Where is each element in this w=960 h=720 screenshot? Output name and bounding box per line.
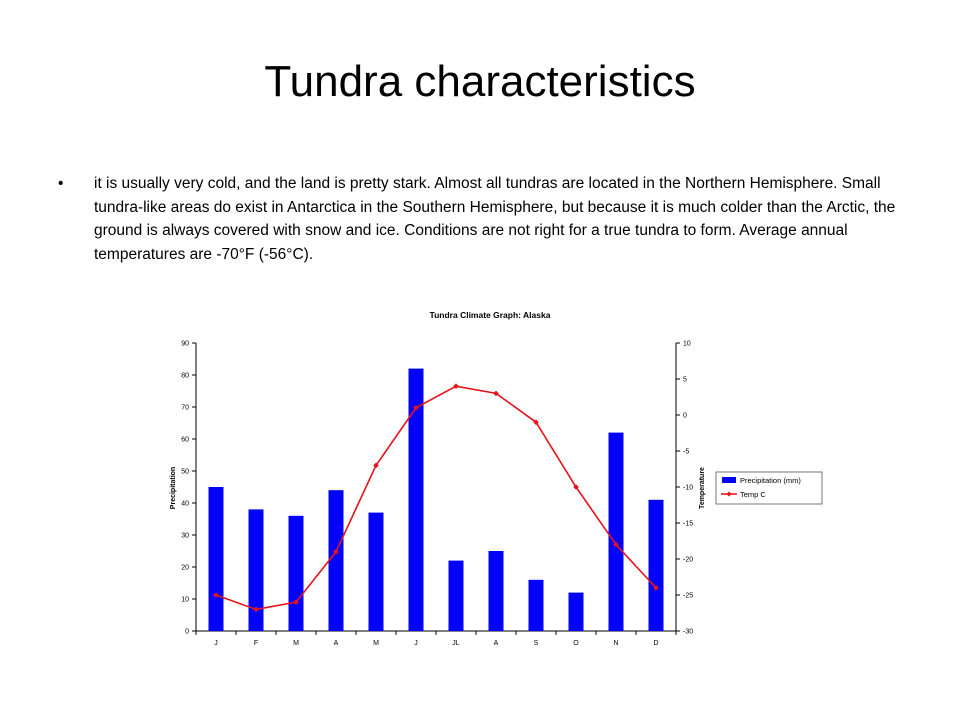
temperature-point xyxy=(613,541,619,548)
precipitation-bar xyxy=(208,487,224,631)
precipitation-bar xyxy=(248,509,264,631)
y2-tick-label: -15 xyxy=(683,521,693,528)
temperature-point xyxy=(653,585,659,591)
x-tick-label: JL xyxy=(452,640,460,647)
x-tick-label: M xyxy=(293,640,299,647)
y2-tick-label: -20 xyxy=(683,557,693,564)
x-tick-label: N xyxy=(613,640,618,647)
temperature-point xyxy=(533,419,539,425)
y2-tick-label: -10 xyxy=(683,485,693,492)
temperature-point xyxy=(293,599,299,605)
precipitation-bar xyxy=(648,499,664,631)
y-tick-label: 40 xyxy=(181,501,189,508)
slide-title: Tundra characteristics xyxy=(264,57,696,107)
temperature-point xyxy=(493,390,499,397)
precipitation-bar xyxy=(368,512,384,631)
y-tick-label: 0 xyxy=(185,629,189,636)
x-tick-label: A xyxy=(334,640,339,647)
y-tick-label: 30 xyxy=(181,533,189,540)
bullet-text: it is usually very cold, and the land is… xyxy=(94,175,896,263)
x-tick-label: S xyxy=(534,640,539,647)
y2-tick-label: -25 xyxy=(683,593,693,600)
y-tick-label: 70 xyxy=(181,405,189,412)
precipitation-bar xyxy=(488,551,504,631)
temperature-point xyxy=(253,606,259,613)
temperature-point xyxy=(453,383,459,389)
y-axis-label: Precipitation xyxy=(170,467,177,509)
y-tick-label: 60 xyxy=(181,437,189,444)
x-tick-label: F xyxy=(254,640,258,647)
y-tick-label: 90 xyxy=(181,341,189,348)
bullet-dot: • xyxy=(58,175,64,192)
precipitation-bar xyxy=(568,592,584,631)
temperature-line-path xyxy=(215,385,657,611)
precipitation-bar xyxy=(608,432,624,631)
chart-axes xyxy=(195,343,677,632)
precipitation-bar xyxy=(328,490,344,631)
precipitation-bars xyxy=(208,368,664,631)
y2-tick-label: 10 xyxy=(683,341,691,348)
y2-tick-label: 5 xyxy=(683,377,687,384)
precipitation-bar xyxy=(408,368,424,631)
y-tick-label: 50 xyxy=(181,469,189,476)
temperature-point xyxy=(373,462,379,469)
right-axis-ticks: -30 -25 -20 -15 -10 -5 0 5 10 xyxy=(676,341,693,636)
y2-axis-label: Temperature xyxy=(699,467,706,509)
x-tick-label: M xyxy=(373,640,379,647)
y2-tick-label: -5 xyxy=(683,449,689,456)
temperature-point xyxy=(333,549,339,555)
legend-bar-swatch xyxy=(722,477,736,483)
x-tick-label: J xyxy=(414,640,418,647)
x-tick-label: A xyxy=(494,640,499,647)
legend-label: Precipitation (mm) xyxy=(740,476,801,485)
legend-line-marker xyxy=(726,491,732,497)
x-tick-label: D xyxy=(653,640,658,647)
legend-label: Temp C xyxy=(740,490,766,499)
precipitation-bar xyxy=(288,515,304,631)
y2-tick-label: 0 xyxy=(683,413,687,420)
y-tick-label: 20 xyxy=(181,565,189,572)
y-tick-label: 10 xyxy=(181,597,189,604)
chart-legend: Precipitation (mm) Temp C xyxy=(715,471,823,505)
x-axis-ticks: J F M A M J JL A S O N D xyxy=(195,631,677,647)
y2-tick-label: -30 xyxy=(683,629,693,636)
x-tick-label: J xyxy=(214,640,218,647)
bullet-item: • it is usually very cold, and the land … xyxy=(58,172,918,266)
temperature-line xyxy=(213,383,659,613)
x-tick-label: O xyxy=(573,640,579,647)
temperature-point xyxy=(413,405,419,411)
temperature-point xyxy=(573,484,579,490)
left-axis-ticks: 0 10 20 30 40 50 60 70 80 90 xyxy=(181,341,196,636)
precipitation-bar xyxy=(448,560,464,631)
precipitation-bar xyxy=(528,579,544,631)
temperature-point xyxy=(213,592,219,598)
bullet-list: • it is usually very cold, and the land … xyxy=(58,172,918,266)
chart-title: Tundra Climate Graph: Alaska xyxy=(430,310,551,320)
y-tick-label: 80 xyxy=(181,373,189,380)
